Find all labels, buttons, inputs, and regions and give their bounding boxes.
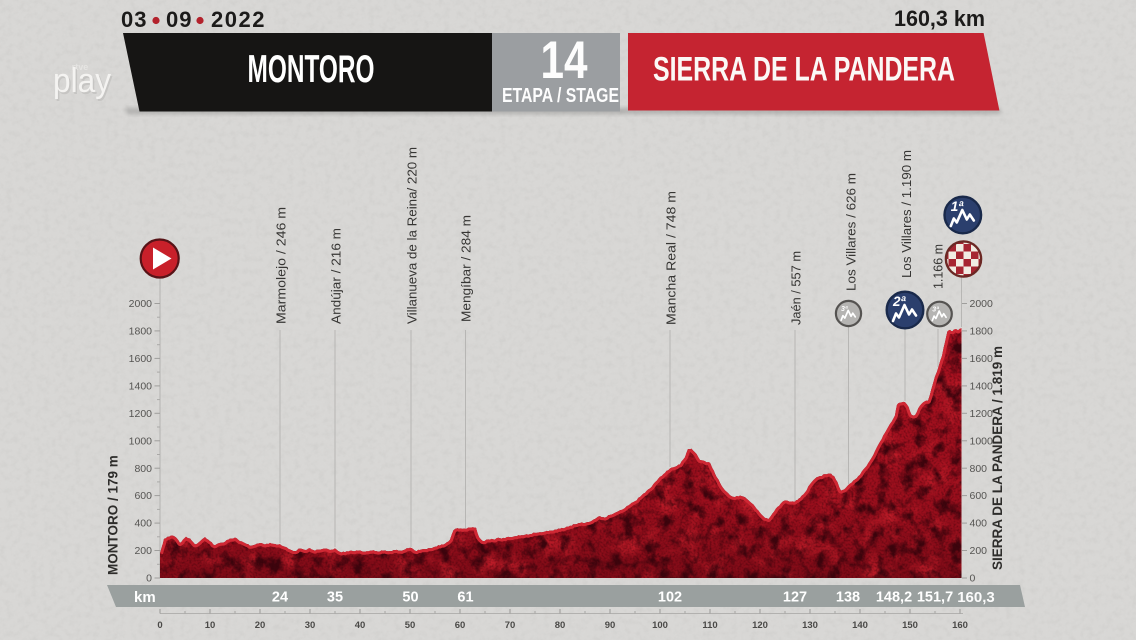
svg-text:ETAPA / STAGE: ETAPA / STAGE bbox=[502, 85, 619, 107]
svg-text:0: 0 bbox=[146, 573, 152, 585]
svg-text:0: 0 bbox=[157, 620, 162, 631]
svg-text:70: 70 bbox=[505, 620, 516, 631]
svg-text:1000: 1000 bbox=[129, 435, 153, 447]
svg-text:1800: 1800 bbox=[970, 326, 994, 338]
svg-text:160: 160 bbox=[952, 620, 968, 631]
svg-text:130: 130 bbox=[802, 620, 818, 631]
svg-text:400: 400 bbox=[134, 518, 152, 530]
svg-text:200: 200 bbox=[134, 545, 152, 557]
svg-text:200: 200 bbox=[970, 545, 988, 557]
svg-text:MONTORO: MONTORO bbox=[248, 48, 375, 91]
svg-text:03: 03 bbox=[121, 7, 147, 32]
svg-text:110: 110 bbox=[702, 620, 717, 631]
svg-text:Mancha Real / 748 m: Mancha Real / 748 m bbox=[664, 191, 679, 325]
svg-text:rtve: rtve bbox=[72, 62, 89, 72]
svg-text:1.166 m: 1.166 m bbox=[931, 244, 946, 289]
svg-text:151,7: 151,7 bbox=[917, 590, 953, 606]
svg-text:35: 35 bbox=[327, 590, 343, 606]
svg-text:50: 50 bbox=[402, 590, 418, 606]
svg-text:127: 127 bbox=[783, 590, 807, 606]
svg-text:1800: 1800 bbox=[129, 326, 153, 338]
svg-text:140: 140 bbox=[852, 620, 868, 631]
svg-text:Villanueva de la Reina/ 220 m: Villanueva de la Reina/ 220 m bbox=[405, 147, 420, 324]
svg-text:60: 60 bbox=[455, 620, 466, 631]
svg-text:800: 800 bbox=[134, 463, 152, 475]
svg-text:09: 09 bbox=[166, 7, 192, 32]
svg-text:Los Villares / 626 m: Los Villares / 626 m bbox=[844, 173, 859, 291]
svg-text:102: 102 bbox=[658, 590, 682, 606]
svg-text:100: 100 bbox=[652, 620, 668, 631]
svg-text:61: 61 bbox=[457, 590, 473, 606]
svg-text:14: 14 bbox=[541, 31, 588, 90]
svg-text:120: 120 bbox=[752, 620, 768, 631]
svg-text:160,3 km: 160,3 km bbox=[894, 6, 985, 31]
svg-text:Andújar / 216 m: Andújar / 216 m bbox=[329, 228, 344, 324]
svg-text:148,2: 148,2 bbox=[876, 590, 912, 606]
svg-text:40: 40 bbox=[355, 620, 366, 631]
svg-text:play: play bbox=[53, 62, 111, 100]
svg-text:1000: 1000 bbox=[970, 435, 994, 447]
svg-text:3ª: 3ª bbox=[932, 307, 939, 314]
svg-text:2ª: 2ª bbox=[892, 294, 907, 309]
svg-text:Marmolejo / 246 m: Marmolejo / 246 m bbox=[274, 207, 289, 324]
svg-text:600: 600 bbox=[970, 490, 988, 502]
svg-text:2000: 2000 bbox=[970, 298, 994, 310]
svg-text:0: 0 bbox=[970, 573, 976, 585]
svg-text:SIERRA DE LA PANDERA: SIERRA DE LA PANDERA bbox=[653, 51, 955, 89]
svg-text:400: 400 bbox=[970, 518, 988, 530]
svg-text:30: 30 bbox=[305, 620, 316, 631]
svg-text:90: 90 bbox=[605, 620, 616, 631]
svg-text:1400: 1400 bbox=[129, 381, 153, 393]
svg-text:1200: 1200 bbox=[129, 408, 153, 420]
svg-text:SIERRA DE LA PANDERA / 1.819 m: SIERRA DE LA PANDERA / 1.819 m bbox=[990, 346, 1005, 570]
svg-text:3ª: 3ª bbox=[841, 306, 848, 313]
svg-text:Jaén / 557 m: Jaén / 557 m bbox=[789, 251, 804, 325]
svg-text:600: 600 bbox=[134, 490, 152, 502]
svg-text:1400: 1400 bbox=[970, 381, 994, 393]
svg-text:Los Villares / 1.190 m: Los Villares / 1.190 m bbox=[899, 150, 914, 278]
svg-text:800: 800 bbox=[970, 463, 988, 475]
svg-text:160,3: 160,3 bbox=[957, 589, 995, 606]
svg-text:80: 80 bbox=[555, 620, 566, 631]
svg-text:20: 20 bbox=[255, 620, 266, 631]
svg-text:2022: 2022 bbox=[211, 7, 266, 32]
svg-text:1200: 1200 bbox=[970, 408, 994, 420]
svg-text:1600: 1600 bbox=[970, 353, 994, 365]
svg-text:150: 150 bbox=[902, 620, 918, 631]
svg-text:1600: 1600 bbox=[129, 353, 153, 365]
svg-text:138: 138 bbox=[836, 590, 860, 606]
svg-text:2000: 2000 bbox=[129, 298, 153, 310]
svg-text:km: km bbox=[134, 589, 156, 606]
svg-text:Mengíbar / 284 m: Mengíbar / 284 m bbox=[459, 215, 474, 322]
svg-text:50: 50 bbox=[405, 620, 416, 631]
svg-text:24: 24 bbox=[272, 590, 288, 606]
svg-text:play: play bbox=[55, 64, 113, 102]
svg-text:MONTORO / 179 m: MONTORO / 179 m bbox=[106, 455, 121, 575]
svg-text:10: 10 bbox=[205, 620, 216, 631]
